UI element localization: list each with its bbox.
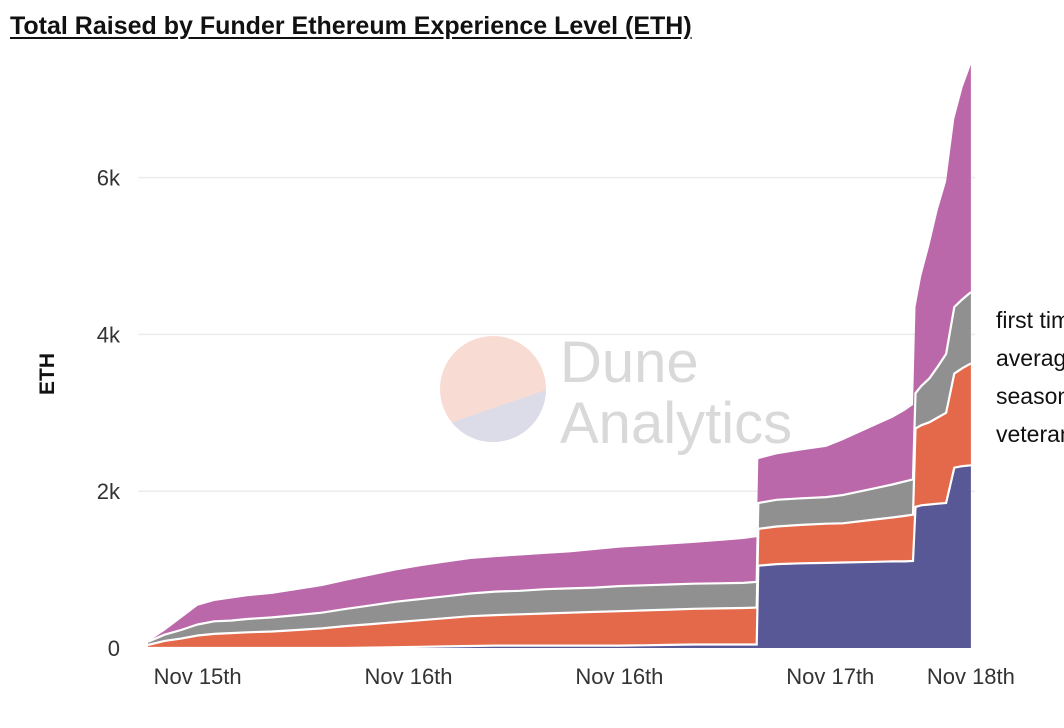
x-tick-label: Nov 16th	[575, 664, 663, 689]
series-areas	[147, 64, 972, 650]
legend-entry-seasoned: seasoned	[996, 383, 1064, 409]
dune-analytics-watermark: Dune Analytics	[440, 330, 792, 456]
series-boundary-line	[147, 291, 972, 643]
y-tick-label: 6k	[97, 166, 121, 191]
series-area-first-time	[148, 64, 971, 642]
x-tick-label: Nov 18th	[927, 664, 1015, 689]
series-area-veteran	[148, 465, 971, 648]
y-tick-label: 0	[108, 636, 120, 661]
series-boundary-line	[148, 464, 972, 650]
x-axis-ticks: Nov 15th Nov 16th Nov 16th Nov 17th Nov 18th	[154, 664, 1015, 689]
watermark-line1: Dune	[560, 330, 699, 395]
x-tick-label: Nov 15th	[154, 664, 242, 689]
y-tick-label: 2k	[97, 479, 121, 504]
chart-title: Total Raised by Funder Ethereum Experien…	[10, 12, 692, 40]
x-tick-label: Nov 17th	[786, 664, 874, 689]
watermark-line2: Analytics	[560, 391, 792, 456]
legend-entry-first-time: first time	[996, 307, 1064, 333]
x-tick-label: Nov 16th	[364, 664, 452, 689]
y-axis-label: ETH	[36, 353, 59, 395]
y-tick-label: 4k	[97, 322, 121, 347]
legend: first time average seasoned veteran	[996, 307, 1064, 447]
legend-entry-veteran: veteran	[996, 421, 1064, 447]
watermark-logo-icon	[440, 336, 546, 442]
y-axis-ticks: 0 2k 4k 6k	[97, 166, 121, 661]
legend-entry-average: average	[996, 345, 1064, 371]
